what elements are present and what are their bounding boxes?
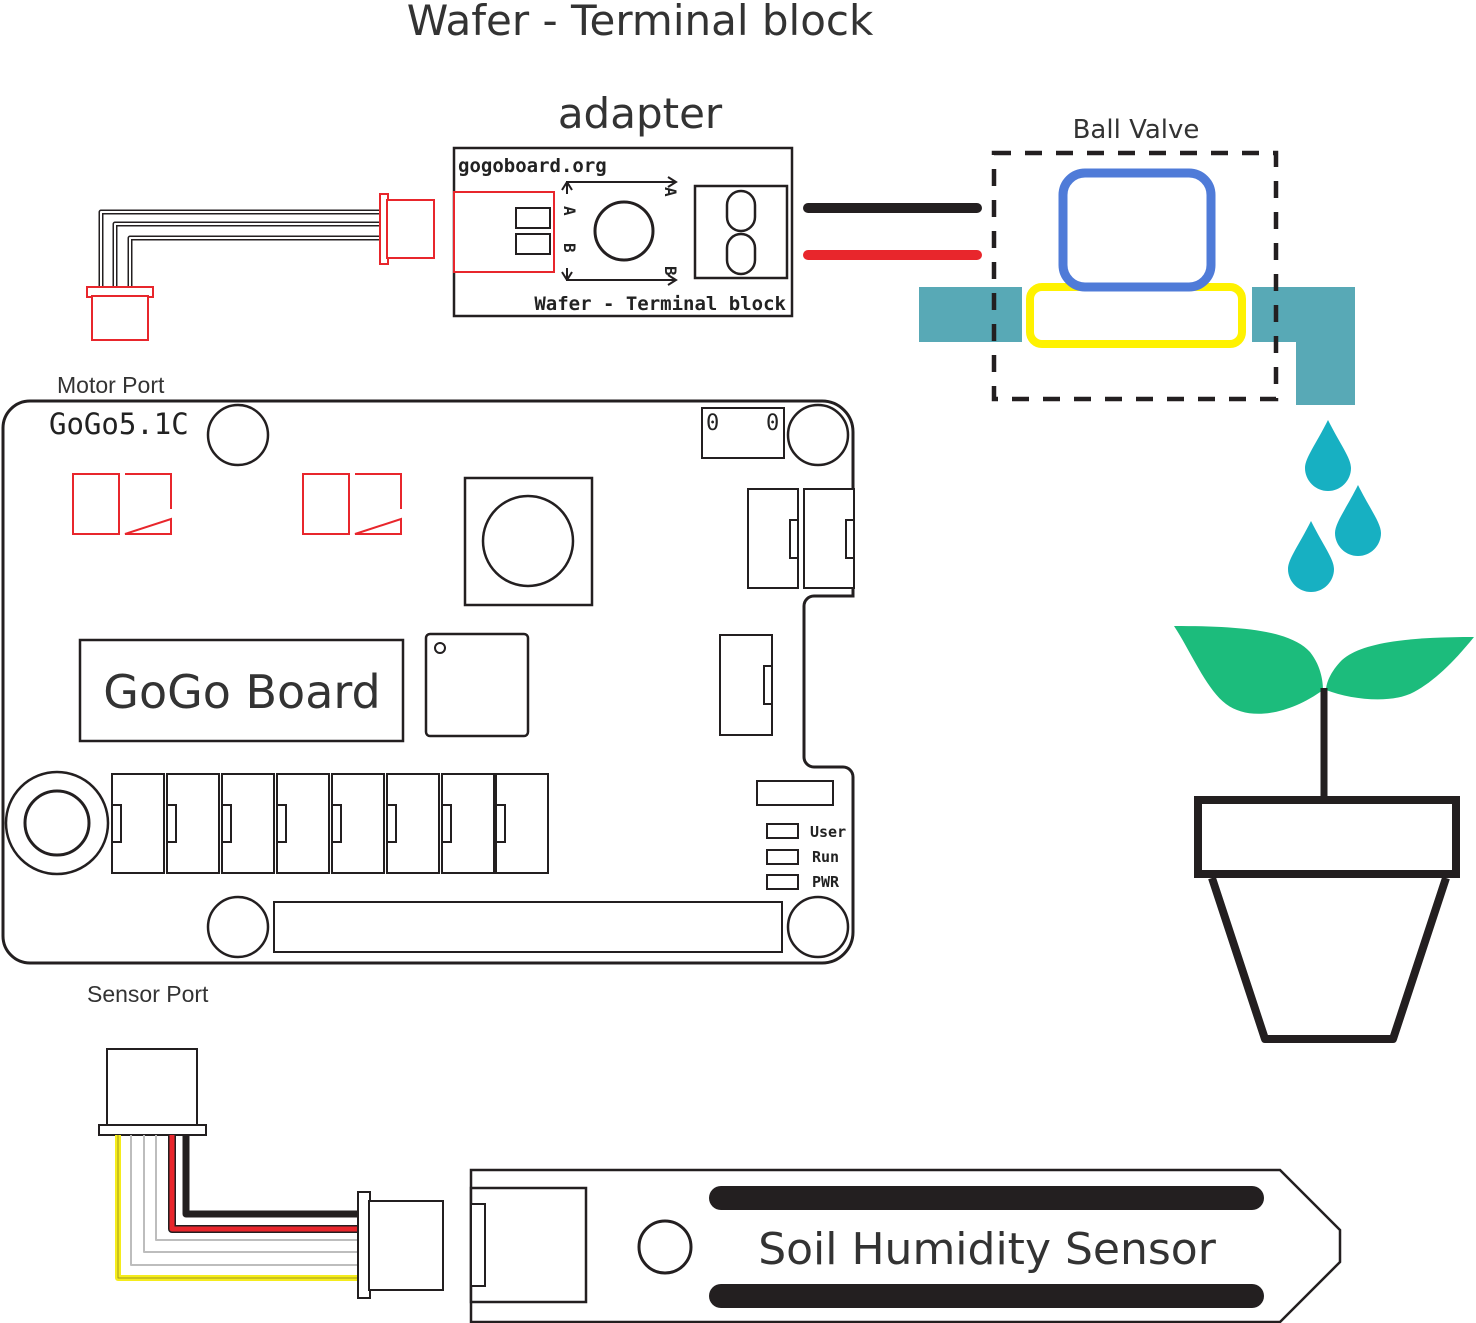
sensor-connector-socket — [469, 1186, 588, 1304]
board-small-header — [756, 780, 834, 806]
gogo-board: GoGo5.1C 0 0 GoGo Board — [1, 399, 855, 965]
title-line-2: adapter — [558, 89, 723, 138]
adapter-pin-b-label: B — [560, 243, 579, 253]
mounting-hole — [786, 895, 850, 959]
water-drop-icon — [1335, 485, 1381, 556]
led-pwr-indicator — [766, 874, 799, 890]
motor-port-label: Motor Port — [57, 372, 165, 398]
motor-cable-plug-right — [379, 193, 435, 265]
water-drops — [1288, 420, 1381, 592]
ball-valve-outline — [991, 150, 1279, 402]
led-run-label: Run — [812, 848, 839, 866]
water-drop-icon — [1305, 420, 1351, 491]
adapter-pin-a-label: A — [560, 206, 579, 216]
sensor-cable-plug-top — [98, 1048, 207, 1136]
sensor-mounting-hole — [637, 1219, 693, 1275]
sensor-port-label: Sensor Port — [87, 981, 209, 1007]
adapter-wafer-socket — [453, 191, 555, 273]
adapter-site-text: gogoboard.org — [458, 155, 607, 177]
title-line-1: Wafer - Terminal block — [407, 0, 874, 45]
board-chip — [424, 632, 530, 738]
motor-cable — [98, 209, 380, 288]
adapter-name-text: Wafer - Terminal block — [534, 293, 786, 315]
ball-valve-body — [1026, 283, 1246, 348]
ball-valve-label: Ball Valve — [1073, 115, 1200, 145]
board-name-plate — [78, 638, 405, 743]
mounting-hole — [206, 895, 270, 959]
switch-left-label: 0 — [706, 411, 719, 436]
board-model-label: GoGo5.1C — [49, 407, 189, 441]
sensor-name-label: Soil Humidity Sensor — [758, 1224, 1217, 1275]
mounting-hole — [206, 403, 270, 467]
board-side-connector — [719, 488, 855, 736]
adapter-pin-b-label-right: B — [661, 266, 680, 276]
soil-humidity-sensor: Soil Humidity Sensor — [469, 1168, 1342, 1323]
sensor-port-connectors — [111, 773, 549, 874]
motor-cable-plug-bottom — [86, 286, 154, 341]
plant-icon — [1174, 626, 1474, 1043]
mounting-hole — [786, 403, 850, 467]
wafer-adapter-board: gogoboard.org Wafer - Terminal block A B… — [452, 146, 794, 318]
led-pwr-label: PWR — [812, 873, 840, 891]
led-user-label: User — [810, 823, 846, 841]
board-name-label: GoGo Board — [103, 665, 380, 719]
pipe-right-elbow — [1252, 287, 1355, 405]
led-run-indicator — [766, 849, 799, 865]
board-pin-header — [273, 901, 783, 953]
adapter-screw-circle — [593, 200, 655, 262]
led-user-indicator — [766, 823, 799, 839]
ball-valve-actuator — [1058, 168, 1216, 292]
sensor-cable — [115, 1135, 360, 1281]
pipe-left — [919, 287, 1022, 342]
water-drop-icon — [1288, 521, 1334, 592]
motor-port-connector — [72, 473, 402, 535]
sensor-cable-plug-right — [357, 1191, 444, 1299]
power-switch — [701, 407, 785, 459]
switch-right-label: 0 — [766, 411, 779, 436]
adapter-pin-a-label-right: A — [661, 187, 680, 197]
